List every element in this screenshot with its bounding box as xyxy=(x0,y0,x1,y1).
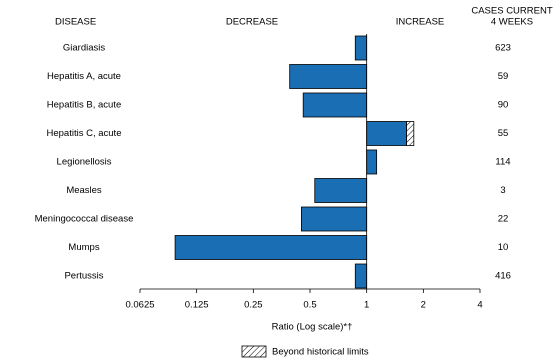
cases-label: 3 xyxy=(500,185,505,196)
category-label: Pertussis xyxy=(64,271,103,282)
bar xyxy=(302,92,368,118)
cases-label: 22 xyxy=(498,214,509,225)
header-cases: CASES CURRENT xyxy=(471,6,552,17)
bar xyxy=(314,178,368,203)
x-tick-label: 4 xyxy=(477,300,482,311)
cases-label: 55 xyxy=(498,128,509,139)
legend-label: Beyond historical limits xyxy=(272,347,369,358)
x-tick-label: 0.125 xyxy=(185,300,209,311)
cases-label: 90 xyxy=(498,100,509,111)
category-label: Hepatitis B, acute xyxy=(47,100,121,111)
header-increase: INCREASE xyxy=(396,17,445,28)
cases-label: 416 xyxy=(495,271,511,282)
x-tick-label: 0.25 xyxy=(244,300,263,311)
category-label: Giardiasis xyxy=(63,43,105,54)
x-tick-label: 0.5 xyxy=(303,300,316,311)
bar xyxy=(300,206,368,232)
category-label: Hepatitis C, acute xyxy=(47,128,122,139)
category-label: Mumps xyxy=(68,242,99,253)
bar xyxy=(174,235,368,260)
category-label: Meningococcal disease xyxy=(35,214,134,225)
beyond-limits xyxy=(406,121,415,146)
x-tick-label: 0.0625 xyxy=(125,300,154,311)
header-weeks: 4 WEEKS xyxy=(491,17,533,28)
header-disease: DISEASE xyxy=(55,17,96,28)
x-tick-label: 2 xyxy=(421,300,426,311)
bar xyxy=(354,35,368,61)
cases-label: 59 xyxy=(498,71,509,82)
category-label: Hepatitis A, acute xyxy=(47,71,121,82)
category-label: Legionellosis xyxy=(57,157,112,168)
x-axis-label: Ratio (Log scale)*† xyxy=(272,322,353,333)
cases-label: 114 xyxy=(495,157,510,168)
bar xyxy=(366,149,378,175)
cases-label: 623 xyxy=(495,43,511,54)
category-label: Measles xyxy=(66,185,102,196)
bar xyxy=(366,121,408,146)
bar xyxy=(354,263,368,289)
cases-label: 10 xyxy=(498,242,509,253)
legend-swatch xyxy=(241,345,267,358)
x-tick-label: 1 xyxy=(364,300,369,311)
bar xyxy=(289,64,368,89)
header-decrease: DECREASE xyxy=(226,17,278,28)
